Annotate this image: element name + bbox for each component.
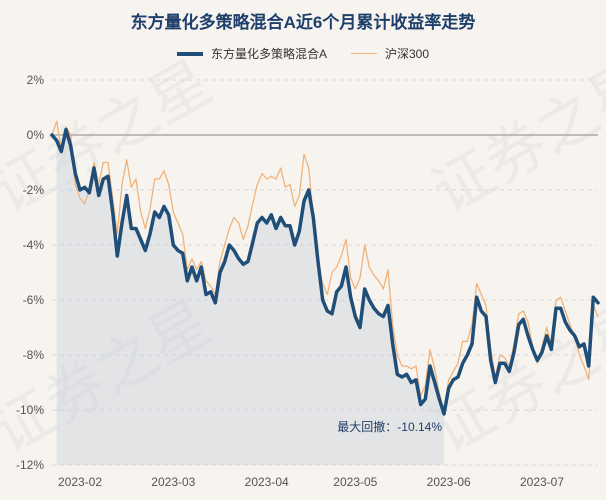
watermark-text: 证券之星 <box>421 288 606 466</box>
legend: 东方量化多策略混合A 沪深300 <box>0 45 606 62</box>
legend-swatch-fund <box>176 51 203 56</box>
y-tick-label: -8% <box>23 348 45 362</box>
max-drawdown-label: 最大回撤：-10.14% <box>337 419 442 434</box>
y-tick-label: 0% <box>27 128 45 142</box>
axis-layer: 2% 0% -2% -4% -6% -8% -10% -12% 2023-02 2023-03 20… <box>16 73 564 489</box>
legend-item-fund[interactable]: 东方量化多策略混合A <box>176 45 327 62</box>
series-layer <box>50 120 600 416</box>
y-tick-label: -10% <box>16 403 44 417</box>
legend-label-index: 沪深300 <box>384 47 430 61</box>
x-tick-label: 2023-03 <box>151 475 195 489</box>
watermark-text: 证券之星 <box>421 48 606 226</box>
x-tick-label: 2023-02 <box>58 475 102 489</box>
series-line-index <box>51 120 599 411</box>
max-drawdown-area <box>56 129 445 465</box>
y-tick-label: -6% <box>23 293 45 307</box>
legend-item-index[interactable]: 沪深300 <box>350 45 430 62</box>
chart-title: 东方量化多策略混合A近6个月累计收益率走势 <box>130 13 476 32</box>
y-tick-label: -4% <box>23 238 45 252</box>
x-tick-label: 2023-05 <box>333 475 377 489</box>
y-tick-label: -12% <box>16 458 44 472</box>
x-tick-label: 2023-07 <box>520 475 564 489</box>
legend-swatch-index <box>350 53 377 54</box>
legend-label-fund: 东方量化多策略混合A <box>210 47 327 61</box>
y-tick-label: 2% <box>27 73 45 87</box>
series-line-fund <box>50 127 600 416</box>
drawdown-layer <box>56 129 445 465</box>
x-tick-label: 2023-06 <box>427 475 471 489</box>
x-tick-label: 2023-04 <box>245 475 289 489</box>
y-tick-label: -2% <box>23 183 45 197</box>
